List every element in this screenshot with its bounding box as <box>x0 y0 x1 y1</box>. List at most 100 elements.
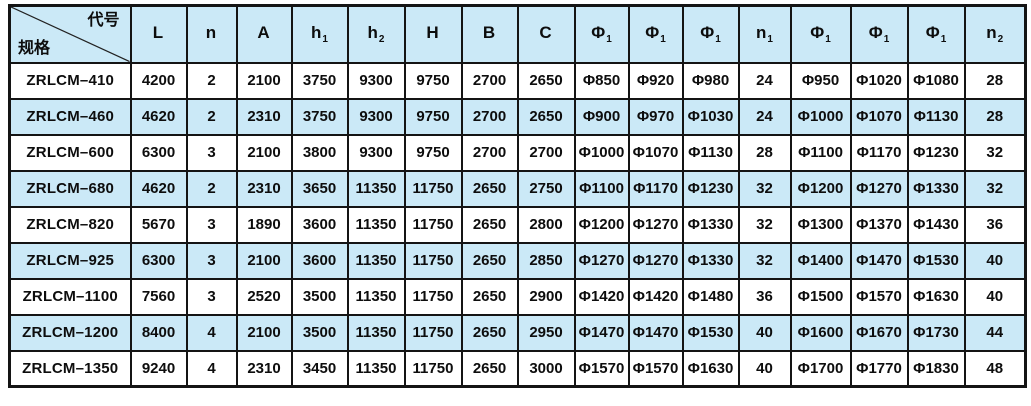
value-cell-n1: 40 <box>737 313 792 352</box>
value-cell-n1: 32 <box>737 241 792 280</box>
value-cell-h1: 3800 <box>290 133 349 172</box>
value-cell-phi-a: Φ900 <box>573 97 630 136</box>
value-cell-phi-e: Φ1770 <box>849 349 909 388</box>
column-header-phi-a: Φ1 <box>573 4 630 64</box>
model-cell: ZRLCM–680 <box>8 169 132 208</box>
header-subscript: 1 <box>660 34 666 46</box>
value-cell-n1: 36 <box>737 277 792 316</box>
table-row: ZRLCM–1350 9240 4 2310 3450 11350 11750 2650 30… <box>8 349 1027 388</box>
column-header-n: n <box>185 4 238 64</box>
diagonal-line <box>11 7 129 61</box>
value-cell-phi-f: Φ1330 <box>906 169 966 208</box>
value-cell-n2: 40 <box>963 241 1027 280</box>
value-cell-n2: 28 <box>963 61 1027 100</box>
table-row: ZRLCM–820 5670 3 1890 3600 11350 11750 2650 280… <box>8 205 1027 244</box>
value-cell-A: 2100 <box>235 61 293 100</box>
table-header: 代号 规格 L n A h1 h2 H B C Φ1 Φ1 Φ1 n1 Φ1 Φ… <box>8 4 1027 64</box>
value-cell-n2: 28 <box>963 97 1027 136</box>
value-cell-L: 5670 <box>129 205 188 244</box>
spec-table: 代号 规格 L n A h1 h2 H B C Φ1 Φ1 Φ1 n1 Φ1 Φ… <box>8 4 1027 388</box>
column-header-label: h <box>367 23 378 43</box>
value-cell-C: 2800 <box>516 205 576 244</box>
value-cell-H: 9750 <box>403 133 463 172</box>
model-cell: ZRLCM–600 <box>8 133 132 172</box>
value-cell-n1: 32 <box>737 169 792 208</box>
value-cell-phi-a: Φ850 <box>573 61 630 100</box>
header-row: 代号 规格 L n A h1 h2 H B C Φ1 Φ1 Φ1 n1 Φ1 Φ… <box>8 4 1027 64</box>
value-cell-phi-f: Φ1430 <box>906 205 966 244</box>
column-header-label: Φ <box>810 23 825 43</box>
table-row: ZRLCM–925 6300 3 2100 3600 11350 11750 2650 285… <box>8 241 1027 280</box>
value-cell-phi-d: Φ950 <box>789 61 852 100</box>
value-cell-h1: 3600 <box>290 241 349 280</box>
table-row: ZRLCM–1100 7560 3 2520 3500 11350 11750 2650 29… <box>8 277 1027 316</box>
value-cell-H: 11750 <box>403 349 463 388</box>
header-subscript: 1 <box>322 34 328 46</box>
value-cell-phi-e: Φ1470 <box>849 241 909 280</box>
value-cell-n: 2 <box>185 61 238 100</box>
value-cell-C: 2700 <box>516 133 576 172</box>
column-header-label: H <box>426 23 439 43</box>
value-cell-phi-a: Φ1100 <box>573 169 630 208</box>
value-cell-n1: 40 <box>737 349 792 388</box>
model-cell: ZRLCM–820 <box>8 205 132 244</box>
value-cell-phi-b: Φ1570 <box>627 349 684 388</box>
value-cell-phi-a: Φ1270 <box>573 241 630 280</box>
column-header-phi-f: Φ1 <box>906 4 966 64</box>
value-cell-L: 7560 <box>129 277 188 316</box>
value-cell-n2: 32 <box>963 169 1027 208</box>
value-cell-H: 11750 <box>403 313 463 352</box>
table-row: ZRLCM–680 4620 2 2310 3650 11350 11750 2650 275… <box>8 169 1027 208</box>
column-header-n1: n1 <box>737 4 792 64</box>
value-cell-h2: 11350 <box>346 241 406 280</box>
value-cell-A: 2100 <box>235 133 293 172</box>
value-cell-h2: 11350 <box>346 277 406 316</box>
value-cell-n2: 48 <box>963 349 1027 388</box>
header-subscript: 1 <box>940 34 947 46</box>
value-cell-A: 2310 <box>235 97 293 136</box>
value-cell-B: 2650 <box>460 241 519 280</box>
table-row: ZRLCM–460 4620 2 2310 3750 9300 9750 2700 2650 Φ… <box>8 97 1027 136</box>
value-cell-A: 2520 <box>235 277 293 316</box>
value-cell-n: 3 <box>185 205 238 244</box>
value-cell-n1: 28 <box>737 133 792 172</box>
value-cell-n: 2 <box>185 169 238 208</box>
value-cell-phi-d: Φ1400 <box>789 241 852 280</box>
value-cell-phi-a: Φ1470 <box>573 313 630 352</box>
value-cell-L: 4620 <box>129 169 188 208</box>
value-cell-phi-f: Φ1530 <box>906 241 966 280</box>
value-cell-phi-b: Φ1170 <box>627 169 684 208</box>
column-header-label: n <box>756 23 767 43</box>
column-header-A: A <box>235 4 293 64</box>
value-cell-B: 2700 <box>460 61 519 100</box>
column-header-label: B <box>482 23 496 43</box>
value-cell-A: 2100 <box>235 241 293 280</box>
value-cell-H: 11750 <box>403 241 463 280</box>
value-cell-n2: 36 <box>963 205 1027 244</box>
column-header-label: h <box>311 23 322 43</box>
value-cell-phi-e: Φ1370 <box>849 205 909 244</box>
corner-bottom-label: 规格 <box>18 39 51 57</box>
column-header-n2: n2 <box>963 4 1027 64</box>
value-cell-L: 6300 <box>129 241 188 280</box>
column-header-label: n <box>986 23 997 43</box>
column-header-C: C <box>516 4 576 64</box>
value-cell-phi-f: Φ1230 <box>906 133 966 172</box>
table-body: ZRLCM–410 4200 2 2100 3750 9300 9750 2700 2650 Φ… <box>8 61 1027 388</box>
value-cell-phi-a: Φ1000 <box>573 133 630 172</box>
value-cell-phi-e: Φ1570 <box>849 277 909 316</box>
value-cell-L: 9240 <box>129 349 188 388</box>
column-header-H: H <box>403 4 463 64</box>
value-cell-h1: 3600 <box>290 205 349 244</box>
value-cell-phi-b: Φ970 <box>627 97 684 136</box>
value-cell-phi-e: Φ1070 <box>849 97 909 136</box>
column-header-label: n <box>205 23 217 43</box>
column-header-label: Φ <box>925 23 940 43</box>
table-row: ZRLCM–1200 8400 4 2100 3500 11350 11750 2650 29… <box>8 313 1027 352</box>
header-subscript: 1 <box>767 34 773 46</box>
value-cell-n2: 44 <box>963 313 1027 352</box>
column-header-phi-b: Φ1 <box>627 4 684 64</box>
value-cell-phi-c: Φ1330 <box>681 241 740 280</box>
value-cell-B: 2650 <box>460 169 519 208</box>
